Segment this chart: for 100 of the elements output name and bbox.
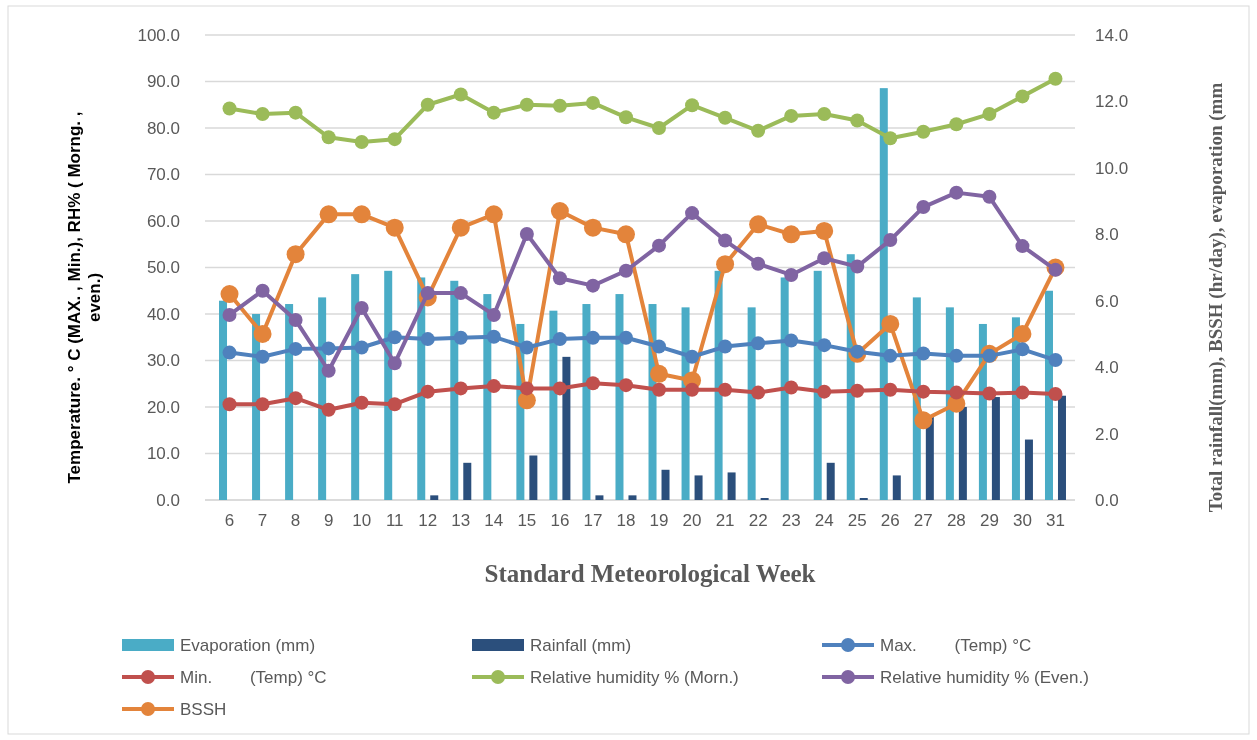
bar	[925, 416, 934, 500]
point	[585, 278, 600, 293]
point	[1015, 342, 1030, 357]
x-tick-label: 28	[946, 511, 966, 531]
x-axis-title: Standard Meteorological Week	[484, 560, 816, 587]
x-tick-label: 24	[814, 511, 834, 531]
point	[883, 233, 898, 248]
x-tick-label: 6	[224, 511, 235, 531]
point	[916, 124, 931, 139]
y2-tick-label: 6.0	[1095, 291, 1119, 311]
point	[453, 286, 468, 301]
point	[1048, 71, 1063, 86]
legend-label: Relative humidity % (Even.)	[880, 668, 1089, 687]
bar	[562, 356, 571, 500]
point	[685, 382, 700, 397]
x-tick-label: 31	[1046, 511, 1065, 531]
point	[453, 330, 468, 345]
x-tick-label: 7	[257, 511, 268, 531]
point	[583, 218, 602, 237]
bar	[780, 277, 789, 500]
x-tick-label: 10	[352, 511, 372, 531]
point	[817, 338, 832, 353]
point	[222, 307, 237, 322]
point	[652, 121, 667, 135]
point	[288, 391, 303, 406]
point	[222, 345, 237, 360]
point	[685, 349, 700, 364]
point	[982, 348, 997, 363]
point	[453, 87, 468, 102]
point	[321, 402, 336, 417]
y-tick-label: 10.0	[146, 444, 180, 464]
bar	[826, 462, 835, 500]
point	[420, 97, 435, 112]
bar	[430, 495, 439, 500]
point	[585, 376, 600, 391]
y2-tick-label: 10.0	[1095, 158, 1129, 178]
point	[385, 218, 404, 237]
x-tick-label: 29	[979, 511, 999, 531]
point	[519, 227, 534, 242]
y-axis-title: Temperature. ° C (MAX. , Min.), RH% ( Morng. , even.)	[65, 111, 104, 484]
y-tick-label: 30.0	[146, 351, 180, 371]
point	[751, 256, 766, 271]
point	[881, 314, 900, 333]
point	[751, 123, 766, 138]
point	[718, 339, 733, 354]
point	[850, 259, 865, 274]
point	[220, 285, 239, 304]
point	[1015, 239, 1030, 254]
point	[650, 364, 669, 383]
point	[255, 349, 270, 364]
point	[354, 395, 369, 410]
point	[883, 348, 898, 363]
y-tick-label: 80.0	[146, 118, 180, 138]
point	[949, 117, 964, 132]
legend-label: Relative humidity % (Morn.)	[530, 668, 739, 687]
bar	[582, 304, 591, 500]
y-tick-label: 20.0	[146, 397, 180, 417]
point	[817, 107, 832, 122]
point	[817, 384, 832, 399]
point	[949, 185, 964, 200]
bar	[694, 475, 703, 500]
point	[321, 363, 336, 378]
point	[519, 97, 534, 112]
point	[354, 300, 369, 315]
x-tick-label: 22	[748, 511, 768, 531]
point	[420, 384, 435, 399]
point	[585, 95, 600, 110]
point	[352, 205, 371, 224]
y2-tick-label: 2.0	[1095, 424, 1119, 444]
point	[286, 245, 305, 264]
point	[685, 98, 700, 113]
y-tick-label: 90.0	[146, 72, 180, 92]
y2-axis-title: Total rainfall(mm), BSSH (hr/day), evaporation (mm	[1205, 82, 1227, 513]
point	[916, 384, 931, 399]
point	[751, 336, 766, 351]
point	[616, 225, 635, 244]
legend-label: BSSH	[180, 700, 227, 719]
point	[1013, 324, 1032, 343]
point	[982, 107, 997, 122]
point	[716, 255, 735, 274]
point	[850, 344, 865, 359]
point	[652, 382, 667, 397]
point	[1048, 262, 1063, 277]
x-tick-label: 23	[781, 511, 801, 531]
point	[618, 263, 633, 278]
point	[585, 330, 600, 345]
bar	[747, 307, 756, 500]
point	[914, 411, 933, 430]
point	[387, 330, 402, 345]
bar	[661, 469, 670, 500]
point	[486, 307, 501, 322]
x-tick-label: 13	[451, 511, 471, 531]
legend-label: Max. (Temp) °C	[880, 636, 1032, 655]
point	[1048, 353, 1063, 368]
point	[451, 218, 470, 237]
y-tick-label: 0.0	[156, 490, 180, 510]
point	[321, 341, 336, 356]
x-tick-label: 25	[847, 511, 867, 531]
point	[883, 131, 898, 146]
point	[718, 382, 733, 397]
